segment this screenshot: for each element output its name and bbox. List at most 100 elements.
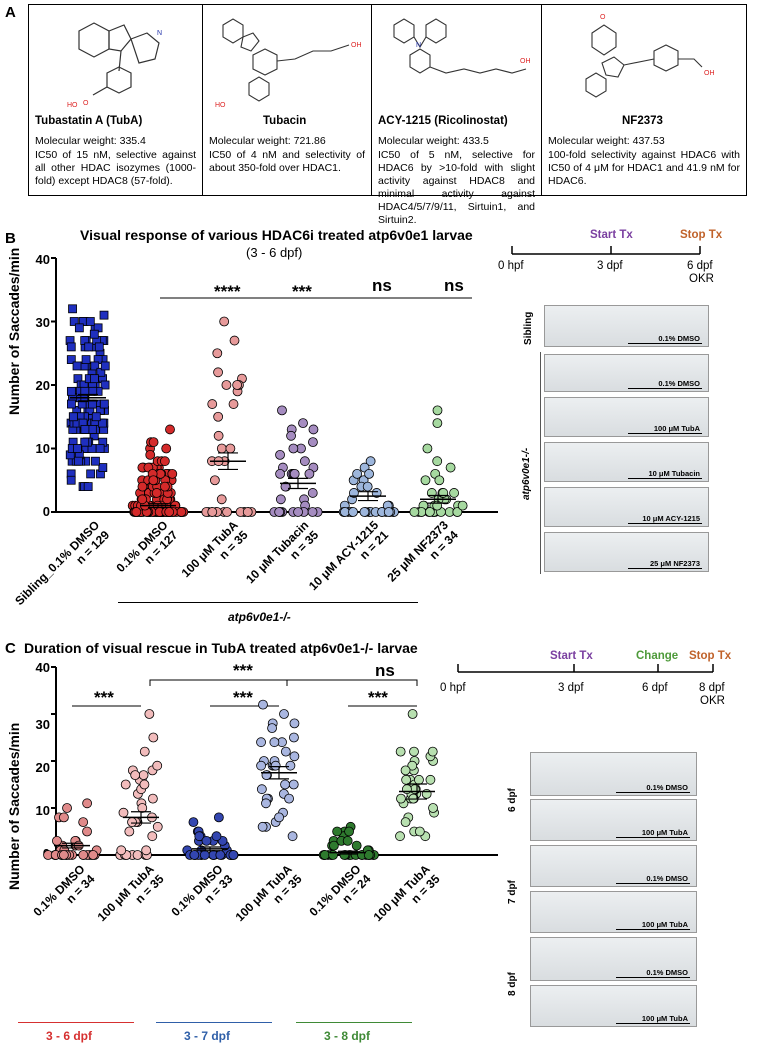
period-line xyxy=(156,1022,272,1023)
data-point xyxy=(130,770,141,780)
sig-label: *** xyxy=(292,282,312,301)
data-point xyxy=(344,826,354,837)
data-point xyxy=(320,850,330,860)
data-point xyxy=(425,774,436,785)
data-point xyxy=(62,803,72,813)
data-point xyxy=(280,481,291,492)
data-point xyxy=(209,475,220,486)
compound-name: NF2373 xyxy=(622,115,663,127)
data-point xyxy=(137,803,148,813)
y-tick: 40 xyxy=(35,660,50,675)
data-point xyxy=(78,850,89,860)
data-point xyxy=(280,746,291,757)
data-point xyxy=(221,380,232,390)
compound-desc: IC50 of 4 nM and selectivity of about 35… xyxy=(209,149,365,174)
data-point xyxy=(147,793,158,804)
data-point xyxy=(66,355,76,365)
data-point xyxy=(274,507,285,517)
data-point xyxy=(189,850,200,860)
panel-b-scatter-plot xyxy=(51,257,498,517)
data-point xyxy=(201,836,212,846)
data-point xyxy=(98,463,108,472)
compound-desc: IC50 of 15 nM, selective against all oth… xyxy=(35,149,196,187)
data-point xyxy=(348,507,358,517)
larva-photo: 0.1% DMSO xyxy=(530,937,697,981)
data-point xyxy=(351,840,362,851)
data-point xyxy=(116,845,127,856)
panel-b-timeline xyxy=(511,246,701,255)
timeline-t1: 3 dpf xyxy=(597,260,623,272)
data-point xyxy=(332,826,343,837)
data-point xyxy=(286,430,296,441)
panel-c-scatter-plot xyxy=(43,666,498,860)
data-point xyxy=(383,507,394,517)
data-point xyxy=(432,418,443,429)
data-point xyxy=(228,399,239,409)
data-point xyxy=(145,449,156,460)
data-point xyxy=(148,437,159,448)
timeline-okr: OKR xyxy=(689,273,714,285)
data-point xyxy=(213,411,224,422)
data-point xyxy=(152,760,163,771)
data-point xyxy=(74,323,84,333)
data-point xyxy=(80,437,90,447)
timeline-t0: 0 hpf xyxy=(440,682,466,694)
larva-photo: 100 μM TubA xyxy=(544,397,709,437)
data-point xyxy=(421,789,432,799)
tuba-structure: O HO N xyxy=(67,22,162,109)
data-point xyxy=(80,425,90,434)
data-point xyxy=(270,760,281,771)
timeline-t2: 6 dpf xyxy=(687,260,713,272)
data-point xyxy=(275,494,286,505)
y-tick: 10 xyxy=(35,803,50,818)
sig-label: ns xyxy=(375,661,395,680)
data-point xyxy=(434,475,445,486)
data-point xyxy=(148,732,159,743)
data-point xyxy=(288,443,299,454)
period-line xyxy=(296,1022,412,1023)
data-point xyxy=(86,469,96,479)
larva-photo: 10 μM ACY-1215 xyxy=(544,487,709,527)
data-point xyxy=(131,507,142,517)
data-point xyxy=(396,793,406,804)
data-point xyxy=(138,770,149,780)
data-point xyxy=(52,836,62,846)
data-point xyxy=(82,826,92,837)
data-point xyxy=(348,488,359,498)
period-label: 3 - 6 dpf xyxy=(46,1029,93,1043)
panel-letter-b: B xyxy=(5,230,16,247)
data-point xyxy=(407,760,418,771)
sig-label: **** xyxy=(214,282,241,301)
data-point xyxy=(232,380,243,390)
compound-mw: Molecular weight: 437.53 xyxy=(548,135,665,147)
y-tick: 10 xyxy=(35,441,50,456)
data-point xyxy=(407,709,418,719)
data-point xyxy=(284,793,294,804)
data-point xyxy=(289,751,300,762)
data-point xyxy=(66,475,76,485)
data-point xyxy=(257,821,268,832)
timeline-t0: 0 hpf xyxy=(498,260,524,272)
compound-cell-tuba: O HO N Tubastatin A (TubA) Molecular weig… xyxy=(28,4,203,196)
data-point xyxy=(352,468,363,479)
data-point xyxy=(88,850,99,860)
data-point xyxy=(402,784,412,795)
data-point xyxy=(83,482,93,492)
data-point xyxy=(82,798,93,809)
sig-label: *** xyxy=(368,688,388,707)
data-point xyxy=(215,850,226,860)
data-point xyxy=(194,831,205,842)
sibling-label: Sibling xyxy=(523,311,534,345)
data-point xyxy=(307,507,318,517)
data-point xyxy=(256,737,266,748)
panel-letter-a: A xyxy=(5,4,16,21)
data-point xyxy=(269,737,280,748)
larva-photo: 100 μM TubA xyxy=(530,985,697,1027)
data-point xyxy=(229,335,240,346)
period-label: 3 - 7 dpf xyxy=(184,1029,231,1043)
larva-photo: 0.1% DMSO xyxy=(530,845,697,887)
sig-label: *** xyxy=(233,661,253,680)
data-point xyxy=(228,850,239,860)
data-point xyxy=(457,500,468,511)
data-point xyxy=(68,412,78,422)
